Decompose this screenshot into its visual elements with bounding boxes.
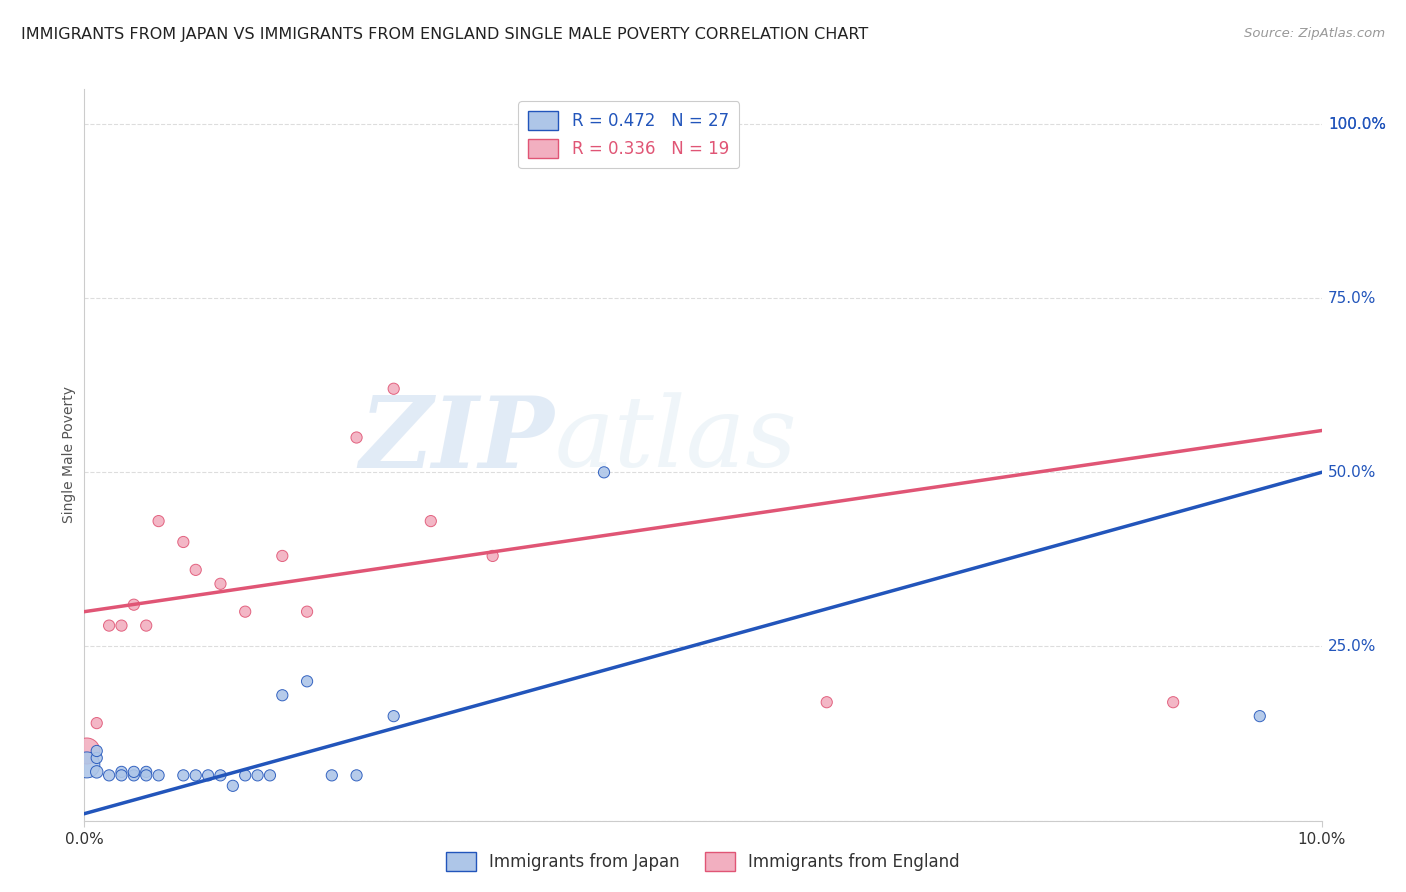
Point [110,764,132,779]
Point [295,605,318,619]
Point [86,764,108,779]
Point [76,744,98,758]
Point [593,466,616,480]
Point [209,768,232,782]
Point [135,768,157,782]
Text: 100.0%: 100.0% [1327,117,1386,131]
Point [346,430,368,444]
Point [222,779,245,793]
Point [184,563,207,577]
Point [1161,695,1184,709]
Text: 50.0%: 50.0% [1327,465,1376,480]
Legend: Immigrants from Japan, Immigrants from England: Immigrants from Japan, Immigrants from E… [439,846,967,878]
Text: 75.0%: 75.0% [1327,291,1376,306]
Point [184,768,207,782]
Point [148,514,170,528]
Text: Source: ZipAtlas.com: Source: ZipAtlas.com [1244,27,1385,40]
Point [419,514,441,528]
Point [382,709,405,723]
Point [98,618,121,632]
Point [76,758,98,772]
Point [110,618,132,632]
Point [98,768,121,782]
Point [271,688,294,702]
Point [321,768,343,782]
Point [135,764,157,779]
Point [346,768,368,782]
Point [259,768,281,782]
Point [172,768,194,782]
Point [815,695,838,709]
Point [135,618,157,632]
Point [481,549,503,563]
Point [209,576,232,591]
Point [382,382,405,396]
Y-axis label: Single Male Poverty: Single Male Poverty [62,386,76,524]
Text: IMMIGRANTS FROM JAPAN VS IMMIGRANTS FROM ENGLAND SINGLE MALE POVERTY CORRELATION: IMMIGRANTS FROM JAPAN VS IMMIGRANTS FROM… [21,27,869,42]
Point [233,605,256,619]
Text: atlas: atlas [554,392,797,488]
Point [110,768,132,782]
Point [122,764,145,779]
Point [233,768,256,782]
Point [271,549,294,563]
Point [172,535,194,549]
Text: 100.0%: 100.0% [1327,117,1386,131]
Point [86,744,108,758]
Text: ZIP: ZIP [360,392,554,489]
Point [295,674,318,689]
Point [148,768,170,782]
Point [86,716,108,731]
Point [86,751,108,765]
Point [122,598,145,612]
Point [122,768,145,782]
Point [246,768,269,782]
Text: 25.0%: 25.0% [1327,639,1376,654]
Point [1249,709,1271,723]
Point [197,768,219,782]
